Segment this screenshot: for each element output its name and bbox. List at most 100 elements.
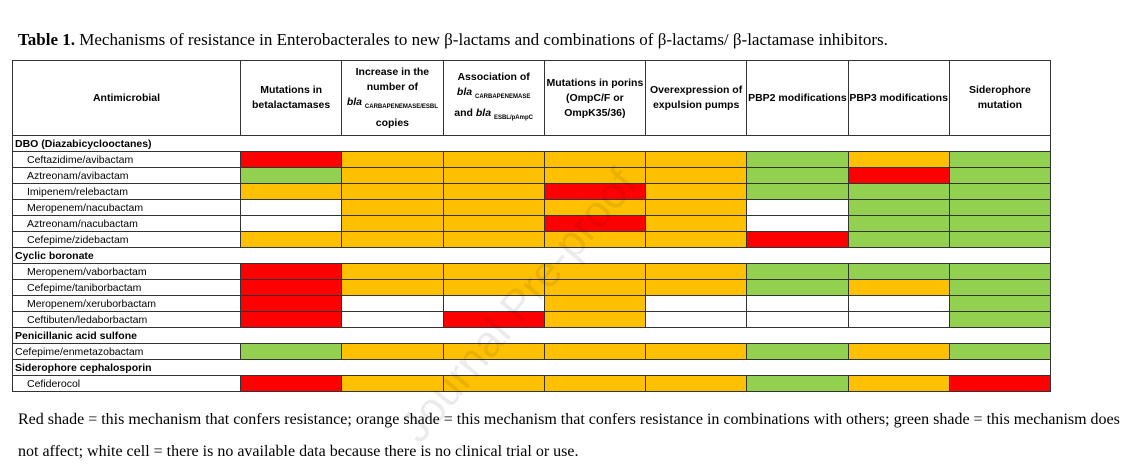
group-row: Penicillanic acid sulfone xyxy=(12,327,1051,344)
antimicrobial-name: Ceftazidime/avibactam xyxy=(12,151,241,168)
table-row: Meropenem/nacubactam xyxy=(12,199,1052,216)
mechanism-cell xyxy=(239,295,343,312)
mechanism-cell xyxy=(341,311,444,328)
mechanism-cell xyxy=(847,295,950,312)
mechanism-cell xyxy=(341,263,444,280)
mechanism-cell xyxy=(442,183,545,200)
antimicrobial-name: Cefepime/taniborbactam xyxy=(12,279,241,296)
mechanism-cell xyxy=(442,167,545,184)
mechanism-cell xyxy=(239,343,343,360)
mechanism-cell xyxy=(644,215,748,232)
mechanism-cell xyxy=(341,295,444,312)
antimicrobial-name: Meropenem/nacubactam xyxy=(12,199,241,216)
mechanism-cell xyxy=(847,375,950,392)
mechanism-cell xyxy=(847,231,950,248)
mechanism-cell xyxy=(644,199,748,216)
mechanism-cell xyxy=(442,295,545,312)
mechanism-cell xyxy=(746,263,849,280)
mechanism-cell xyxy=(442,263,545,280)
mechanism-cell xyxy=(543,167,647,184)
mechanism-cell xyxy=(847,311,950,328)
mechanism-cell xyxy=(239,215,343,232)
mechanism-cell xyxy=(442,311,545,328)
mechanism-cell xyxy=(543,295,647,312)
mechanism-cell xyxy=(847,279,950,296)
mechanism-cell xyxy=(543,199,647,216)
header-row: Antimicrobial Mutations in betalactamase… xyxy=(12,60,1052,136)
header-antimicrobial: Antimicrobial xyxy=(12,60,241,136)
mechanism-cell xyxy=(948,151,1052,168)
mechanism-cell xyxy=(239,167,343,184)
mechanism-cell xyxy=(746,231,849,248)
mechanism-cell xyxy=(644,295,748,312)
mechanism-cell xyxy=(543,375,647,392)
group-row: Siderophore cephalosporin xyxy=(12,359,1051,376)
mechanism-cell xyxy=(341,231,444,248)
group-row: DBO (Diazabicyclooctanes) xyxy=(12,135,1051,152)
mechanism-cell xyxy=(239,263,343,280)
antimicrobial-name: Ceftibuten/ledaborbactam xyxy=(12,311,241,328)
mechanism-cell xyxy=(948,311,1052,328)
mechanism-cell xyxy=(847,167,950,184)
mechanism-cell xyxy=(239,375,343,392)
mechanism-cell xyxy=(543,151,647,168)
mechanism-cell xyxy=(341,183,444,200)
mechanism-cell xyxy=(948,375,1052,392)
table-row: Cefepime/taniborbactam xyxy=(12,279,1052,296)
caption-text: Mechanisms of resistance in Enterobacter… xyxy=(75,30,888,49)
header-porins: Mutations in porins (OmpC/F or OmpK35/36… xyxy=(543,60,647,136)
mechanism-cell xyxy=(543,183,647,200)
table-row: Meropenem/vaborbactam xyxy=(12,263,1052,280)
mechanism-cell xyxy=(948,263,1052,280)
caption-label: Table 1. xyxy=(18,30,76,49)
mechanism-cell xyxy=(644,183,748,200)
mechanism-cell xyxy=(948,279,1052,296)
mechanism-cell xyxy=(239,183,343,200)
mechanism-cell xyxy=(239,231,343,248)
mechanism-cell xyxy=(746,167,849,184)
mechanism-cell xyxy=(847,215,950,232)
table-row: Cefiderocol xyxy=(12,375,1052,392)
header-pbp2: PBP2 modifications xyxy=(746,60,849,136)
mechanism-cell xyxy=(644,263,748,280)
mechanism-cell xyxy=(644,375,748,392)
mechanism-cell xyxy=(543,263,647,280)
mechanism-cell xyxy=(442,375,545,392)
header-increase-copies: Increase in the number of bla CARBAPENEMA… xyxy=(341,60,444,136)
mechanism-cell xyxy=(442,279,545,296)
mechanism-cell xyxy=(442,231,545,248)
mechanism-cell xyxy=(442,215,545,232)
header-mutations-betalactamases: Mutations in betalactamases xyxy=(239,60,343,136)
mechanism-cell xyxy=(746,151,849,168)
group-label: Cyclic boronate xyxy=(12,247,1051,264)
mechanism-cell xyxy=(746,343,849,360)
header-pumps: Overexpression of expulsion pumps xyxy=(644,60,748,136)
mechanism-cell xyxy=(239,151,343,168)
table-row: Aztreonam/avibactam xyxy=(12,167,1052,184)
mechanism-cell xyxy=(948,183,1052,200)
mechanism-cell xyxy=(644,311,748,328)
mechanism-cell xyxy=(746,311,849,328)
table-row: Cefepime/enmetazobactam xyxy=(12,343,1052,360)
mechanism-cell xyxy=(746,375,849,392)
mechanism-cell xyxy=(341,151,444,168)
mechanism-cell xyxy=(543,215,647,232)
mechanism-cell xyxy=(239,199,343,216)
mechanism-cell xyxy=(442,343,545,360)
mechanism-cell xyxy=(847,183,950,200)
mechanism-cell xyxy=(948,167,1052,184)
antimicrobial-name: Meropenem/xeruborbactam xyxy=(12,295,241,312)
mechanism-cell xyxy=(239,279,343,296)
table-row: Ceftibuten/ledaborbactam xyxy=(12,311,1052,328)
footnote: Red shade = this mechanism that confers … xyxy=(18,411,1120,460)
mechanism-cell xyxy=(644,279,748,296)
header-pbp3: PBP3 modifications xyxy=(847,60,950,136)
group-label: Siderophore cephalosporin xyxy=(12,359,1051,376)
mechanism-cell xyxy=(644,151,748,168)
mechanism-cell xyxy=(442,151,545,168)
mechanism-cell xyxy=(948,231,1052,248)
mechanism-cell xyxy=(543,343,647,360)
mechanism-cell xyxy=(341,279,444,296)
header-association: Association of bla CARBAPENEMASE and bla E… xyxy=(442,60,545,136)
mechanism-cell xyxy=(746,295,849,312)
